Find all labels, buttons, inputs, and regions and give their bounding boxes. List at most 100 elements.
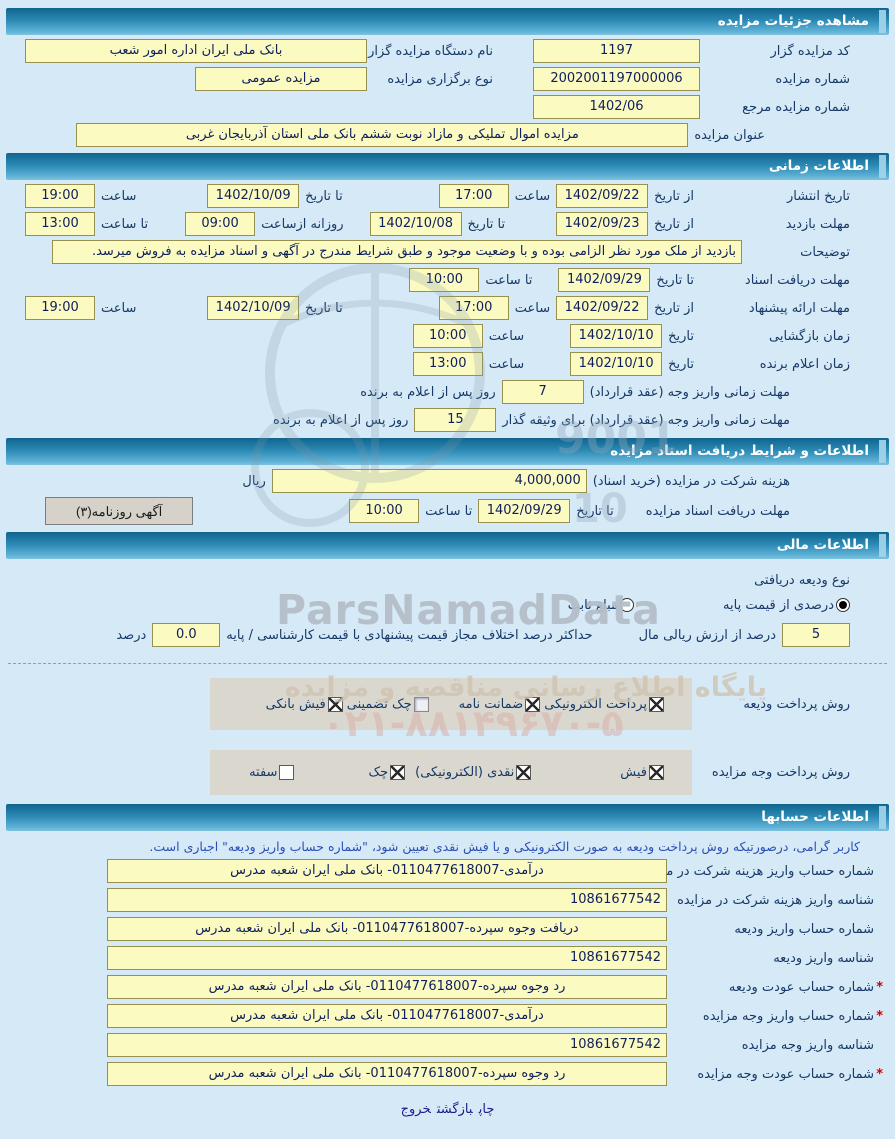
org-name-field[interactable]: بانک ملی ایران اداره امور شعب (25, 39, 367, 63)
account-value-field[interactable]: 10861677542 (107, 946, 667, 970)
auction-title-field[interactable]: مزایده اموال تملیکی و مازاد نوبت ششم بان… (76, 123, 689, 147)
auction-type-label: نوع برگزاری مزایده (387, 71, 493, 87)
account-value-field[interactable]: رد وجوه سپرده-0110477618007- بانک ملی ای… (107, 1062, 667, 1086)
offer-from-time-field[interactable]: 17:00 (438, 296, 509, 320)
offer-to-date-field[interactable]: 1402/10/09 (207, 296, 300, 320)
account-label: شماره حساب واریز هزینه شرکت در مزایده (667, 863, 874, 879)
visit-deadline-row: مهلت بازدید از تاریخ 1402/09/23 تا تاریخ… (0, 212, 895, 236)
payment-deadline-1-label: مهلت زمانی واریز وجه (عقد قرارداد) (589, 384, 790, 400)
winner-announce-row: زمان اعلام برنده تاریخ 1402/10/10 ساعت 1… (0, 352, 895, 376)
publish-from-date-field[interactable]: 1402/09/22 (556, 184, 649, 208)
account-value-field[interactable]: 10861677542 (107, 888, 667, 912)
deposit-methods-group: پرداخت الکترونیکی ضمانت نامه چک تضمینی ف… (210, 678, 692, 730)
checkbox-option-promissory: سفته (245, 765, 295, 780)
hour-label: ساعت (488, 328, 525, 344)
deposit-methods-row: روش پرداخت ودیعه پرداخت الکترونیکی ضمانت… (0, 678, 895, 730)
to-date-label: تا تاریخ (656, 272, 694, 288)
required-asterisk: * (876, 979, 883, 995)
account-value-field[interactable]: دریافت وجوه سپرده-0110477618007- بانک مل… (107, 917, 667, 941)
max-diff-field[interactable]: 0.0 (152, 623, 221, 647)
visit-deadline-label: مهلت بازدید (785, 216, 850, 232)
check-checkbox[interactable] (390, 765, 406, 780)
percent-label: درصد (116, 627, 147, 643)
publish-to-date-field[interactable]: 1402/10/09 (207, 184, 300, 208)
exit-link[interactable]: خروج (400, 1102, 431, 1117)
docs-deadline-2-time-field[interactable]: 10:00 (349, 499, 420, 523)
cash-electronic-checkbox[interactable] (516, 765, 532, 780)
fee-row: هزینه شرکت در مزایده (خرید اسناد) 4,000,… (0, 469, 895, 493)
offer-to-time-field[interactable]: 19:00 (25, 296, 95, 320)
hour-label: ساعت (488, 356, 525, 372)
visit-to-time-field[interactable]: 13:00 (25, 212, 95, 236)
epay-checkbox[interactable] (649, 696, 664, 712)
offer-deadline-label: مهلت ارائه پیشنهاد (748, 300, 850, 316)
back-link[interactable]: بازگشت (436, 1102, 473, 1117)
opening-time-field[interactable]: 10:00 (412, 324, 483, 348)
payment-deadline-2-field[interactable]: 15 (414, 408, 497, 432)
section-header-docs: اطلاعات و شرایط دریافت اسناد مزایده (6, 438, 889, 465)
org-name-label: نام دستگاه مزایده گزار (368, 43, 493, 59)
payment-methods-row: روش پرداخت وجه مزایده فیش نقدی (الکترونی… (0, 750, 895, 795)
fixed-amount-radio[interactable] (620, 598, 635, 612)
visit-daily-from-field[interactable]: 09:00 (185, 212, 256, 236)
account-value-field[interactable]: درآمدی-0110477618007- بانک ملی ایران شعب… (107, 1004, 667, 1028)
checkbox-option-check: چک (364, 765, 406, 780)
docs-deadline-2-label: مهلت دریافت اسناد مزایده (645, 503, 790, 519)
docs-to-time-field[interactable]: 10:00 (409, 268, 480, 292)
slip-label: فیش (620, 765, 647, 780)
percent-of-base-radio[interactable] (836, 598, 850, 612)
visit-from-date-field[interactable]: 1402/09/23 (556, 212, 649, 236)
winner-date-field[interactable]: 1402/10/10 (570, 352, 663, 376)
checkbox-option-bank-slip: فیش بانکی (262, 696, 343, 712)
slip-checkbox[interactable] (649, 765, 664, 780)
newspaper-ad-button[interactable]: آگهی روزنامه(۳) (45, 497, 194, 525)
bidder-code-field[interactable]: 1197 (533, 39, 700, 63)
publish-from-time-field[interactable]: 17:00 (438, 184, 509, 208)
publish-date-row: تاریخ انتشار از تاریخ 1402/09/22 ساعت 17… (0, 184, 895, 208)
offer-deadline-row: مهلت ارائه پیشنهاد از تاریخ 1402/09/22 س… (0, 296, 895, 320)
payment-deadline-1-field[interactable]: 7 (501, 380, 584, 404)
account-value-field[interactable]: درآمدی-0110477618007- بانک ملی ایران شعب… (107, 859, 667, 883)
promissory-label: سفته (249, 765, 278, 780)
docs-to-date-field[interactable]: 1402/09/29 (558, 268, 651, 292)
visit-to-date-field[interactable]: 1402/10/08 (369, 212, 462, 236)
offer-from-date-field[interactable]: 1402/09/22 (556, 296, 649, 320)
auction-number-field[interactable]: 2002001197000006 (533, 67, 700, 91)
publish-to-time-field[interactable]: 19:00 (25, 184, 95, 208)
section-header-accounts: اطلاعات حسابها (6, 804, 889, 831)
account-row-payment-id: * شناسه واریز وجه مزایده 10861677542 (0, 1033, 895, 1057)
docs-deadline-2-date-field[interactable]: 1402/09/29 (478, 499, 571, 523)
certified-check-checkbox[interactable] (413, 696, 429, 712)
account-row-deposit-id: * شناسه واریز ودیعه 10861677542 (0, 946, 895, 970)
to-date-label: تا تاریخ (305, 300, 343, 316)
section-header-details: مشاهده جزئیات مزایده (6, 8, 889, 35)
deposit-percent-field[interactable]: 5 (782, 623, 850, 647)
account-value-field[interactable]: رد وجوه سپرده-0110477618007- بانک ملی ای… (107, 975, 667, 999)
payment-methods-label: روش پرداخت وجه مزایده (711, 765, 850, 780)
print-link[interactable]: چاپ (478, 1102, 495, 1117)
from-date-label: از تاریخ (654, 188, 694, 204)
days-after-label: روز پس از اعلام به برنده (273, 412, 409, 428)
fee-label: هزینه شرکت در مزایده (خرید اسناد) (592, 473, 790, 489)
publish-date-label: تاریخ انتشار (787, 188, 850, 204)
account-value-field[interactable]: 10861677542 (107, 1033, 667, 1057)
ref-number-field[interactable]: 1402/06 (533, 95, 700, 119)
opening-time-row: زمان بازگشایی تاریخ 1402/10/10 ساعت 10:0… (0, 324, 895, 348)
bank-slip-checkbox[interactable] (327, 696, 343, 712)
cash-electronic-label: نقدی (الکترونیکی) (415, 765, 515, 780)
account-row-deposit-return-number: * شماره حساب عودت ودیعه رد وجوه سپرده-01… (0, 975, 895, 999)
to-date-label: تا تاریخ (305, 188, 343, 204)
fee-field[interactable]: 4,000,000 (271, 469, 587, 493)
payment-methods-group: فیش نقدی (الکترونیکی) چک سفته (210, 750, 692, 795)
notes-row: توضیحات بازدید از ملک مورد نظر الزامی بو… (0, 240, 895, 264)
account-row-payment-return-number: * شماره حساب عودت وجه مزایده رد وجوه سپر… (0, 1062, 895, 1086)
notes-field[interactable]: بازدید از ملک مورد نظر الزامی بوده و با … (52, 240, 742, 264)
winner-time-field[interactable]: 13:00 (412, 352, 483, 376)
guarantee-checkbox[interactable] (525, 696, 541, 712)
opening-date-field[interactable]: 1402/10/10 (570, 324, 663, 348)
promissory-checkbox[interactable] (279, 765, 295, 780)
from-date-label: از تاریخ (654, 216, 694, 232)
auction-type-field[interactable]: مزایده عمومی (195, 67, 367, 91)
ref-number-label: شماره مزایده مرجع (742, 99, 850, 115)
account-label: شماره حساب واریز وجه مزایده (702, 1008, 874, 1024)
